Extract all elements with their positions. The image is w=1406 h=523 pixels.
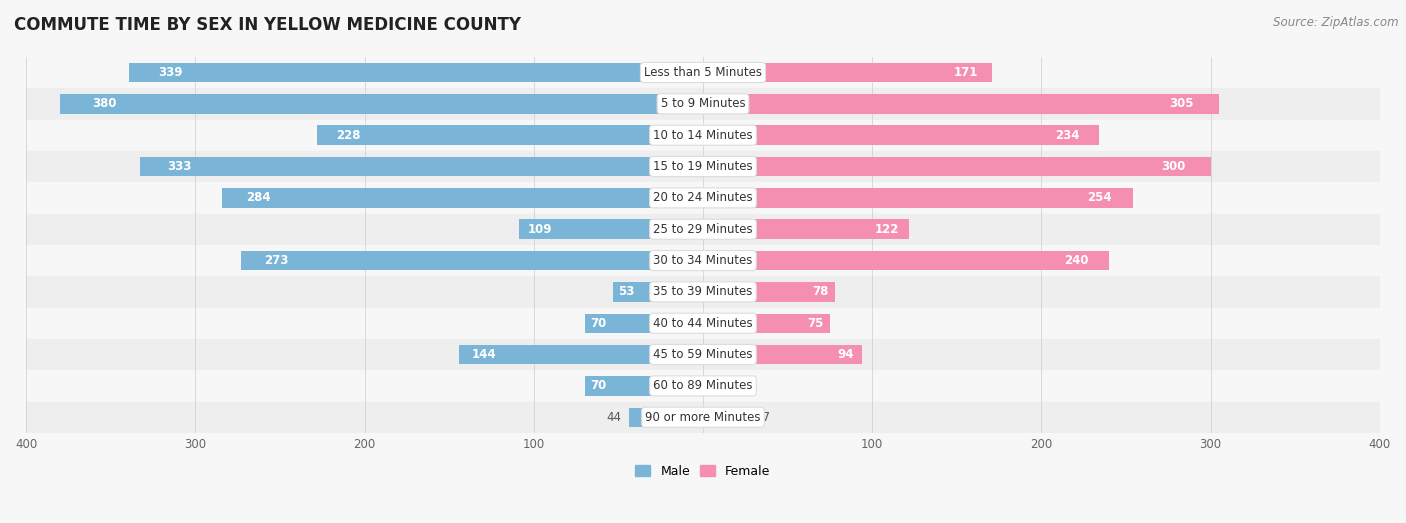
Bar [60, 94, 703, 113]
Text: 70: 70 [591, 379, 607, 392]
Bar [703, 282, 835, 302]
Bar [703, 94, 1219, 113]
Bar [703, 157, 1211, 176]
Text: 70: 70 [591, 317, 607, 329]
Text: 45 to 59 Minutes: 45 to 59 Minutes [654, 348, 752, 361]
Bar [318, 126, 703, 145]
Bar [519, 220, 703, 239]
Bar [27, 339, 1379, 370]
Text: 15 to 19 Minutes: 15 to 19 Minutes [654, 160, 752, 173]
Bar [27, 88, 1379, 120]
Text: 273: 273 [264, 254, 288, 267]
Bar [139, 157, 703, 176]
Bar [613, 282, 703, 302]
Bar [585, 313, 703, 333]
Text: 240: 240 [1064, 254, 1088, 267]
Text: 234: 234 [1054, 129, 1080, 142]
Text: 10 to 14 Minutes: 10 to 14 Minutes [654, 129, 752, 142]
Bar [27, 213, 1379, 245]
Text: 60 to 89 Minutes: 60 to 89 Minutes [654, 379, 752, 392]
Text: Less than 5 Minutes: Less than 5 Minutes [644, 66, 762, 79]
Text: 254: 254 [1087, 191, 1111, 204]
Text: 300: 300 [1161, 160, 1185, 173]
Bar [27, 402, 1379, 433]
Bar [27, 151, 1379, 182]
Text: 20 to 24 Minutes: 20 to 24 Minutes [654, 191, 752, 204]
Text: 94: 94 [838, 348, 853, 361]
Bar [27, 308, 1379, 339]
Text: 40 to 44 Minutes: 40 to 44 Minutes [654, 317, 752, 329]
Bar [703, 313, 830, 333]
Bar [703, 126, 1099, 145]
Bar [27, 182, 1379, 213]
Text: 339: 339 [157, 66, 183, 79]
Text: 53: 53 [617, 286, 634, 299]
Text: 122: 122 [875, 223, 898, 236]
Bar [703, 376, 720, 395]
Text: 75: 75 [807, 317, 824, 329]
Bar [27, 276, 1379, 308]
Bar [703, 407, 748, 427]
Bar [27, 120, 1379, 151]
Bar [703, 251, 1109, 270]
Text: 90 or more Minutes: 90 or more Minutes [645, 411, 761, 424]
Text: 228: 228 [336, 129, 361, 142]
Text: 171: 171 [953, 66, 979, 79]
Bar [27, 245, 1379, 276]
Text: 25 to 29 Minutes: 25 to 29 Minutes [654, 223, 752, 236]
Bar [703, 188, 1133, 208]
Text: 109: 109 [527, 223, 553, 236]
Text: Source: ZipAtlas.com: Source: ZipAtlas.com [1274, 16, 1399, 29]
Bar [222, 188, 703, 208]
Text: 333: 333 [167, 160, 193, 173]
Legend: Male, Female: Male, Female [630, 460, 776, 483]
Text: 35 to 39 Minutes: 35 to 39 Minutes [654, 286, 752, 299]
Text: 27: 27 [755, 411, 770, 424]
Text: 284: 284 [246, 191, 271, 204]
Text: 78: 78 [813, 286, 828, 299]
Bar [460, 345, 703, 365]
Text: 30 to 34 Minutes: 30 to 34 Minutes [654, 254, 752, 267]
Bar [240, 251, 703, 270]
Text: 5 to 9 Minutes: 5 to 9 Minutes [661, 97, 745, 110]
Text: 380: 380 [93, 97, 117, 110]
Bar [703, 345, 862, 365]
Text: 44: 44 [607, 411, 621, 424]
Bar [27, 57, 1379, 88]
Text: 144: 144 [471, 348, 496, 361]
Text: 10: 10 [727, 379, 741, 392]
Text: 305: 305 [1168, 97, 1194, 110]
Bar [628, 407, 703, 427]
Text: COMMUTE TIME BY SEX IN YELLOW MEDICINE COUNTY: COMMUTE TIME BY SEX IN YELLOW MEDICINE C… [14, 16, 522, 33]
Bar [129, 63, 703, 82]
Bar [703, 63, 993, 82]
Bar [27, 370, 1379, 402]
Bar [585, 376, 703, 395]
Bar [703, 220, 910, 239]
